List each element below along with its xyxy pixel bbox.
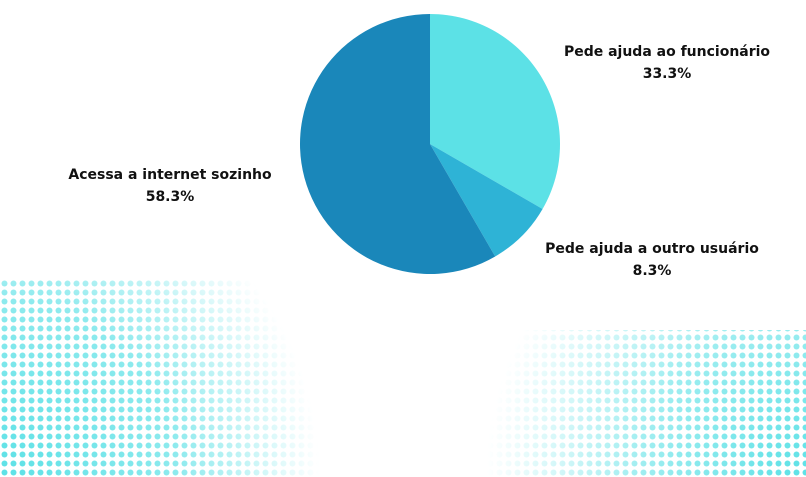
- decoration: [0, 280, 806, 477]
- slice-label: Pede ajuda ao funcionário: [564, 44, 770, 60]
- slice-label: Pede ajuda a outro usuário: [545, 241, 759, 257]
- value-label: 8.3%: [633, 263, 672, 279]
- value-label: 58.3%: [146, 189, 195, 205]
- pie-slice: [430, 14, 560, 209]
- pie-slice: [430, 144, 543, 257]
- pie: [299, 13, 560, 274]
- value-label: 33.3%: [643, 66, 692, 82]
- pie-slice: [299, 13, 496, 274]
- slice-label: Acessa a internet sozinho: [68, 167, 272, 183]
